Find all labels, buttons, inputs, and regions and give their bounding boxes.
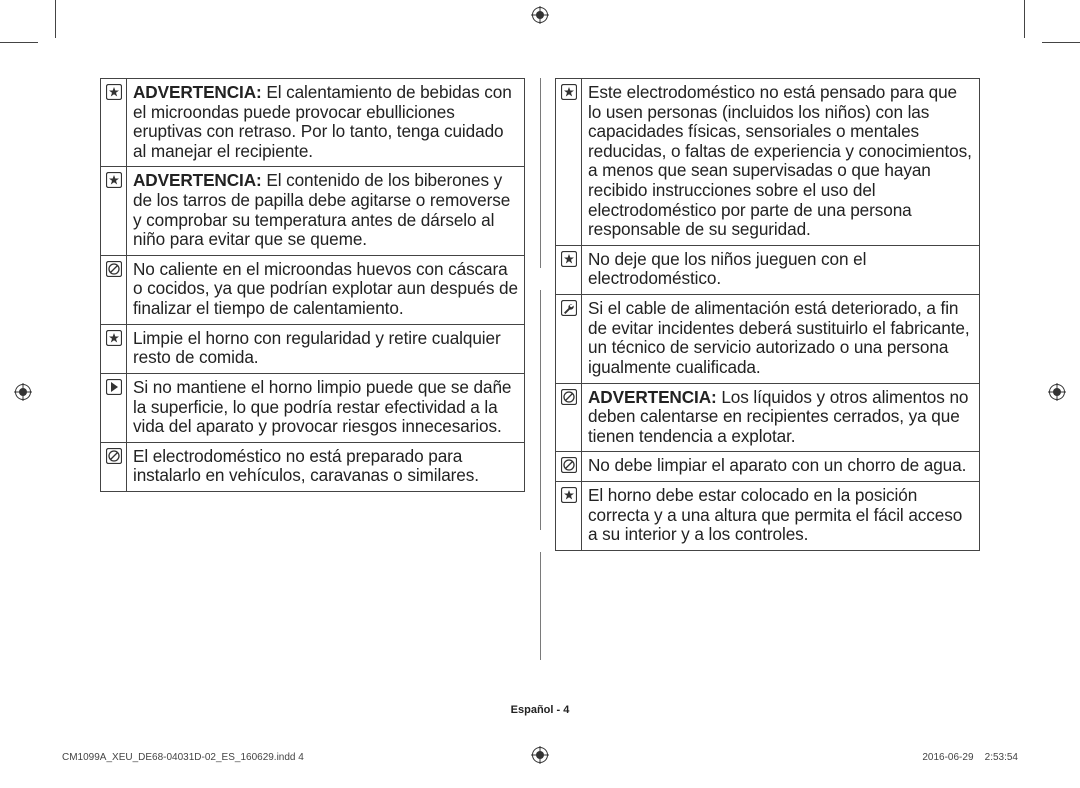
safety-text: Limpie el horno con regularidad y retire… bbox=[127, 324, 525, 373]
safety-body: Este electrodoméstico no está pensado pa… bbox=[588, 82, 972, 239]
safety-row: Limpie el horno con regularidad y retire… bbox=[101, 324, 525, 373]
safety-text: El horno debe estar colocado en la posic… bbox=[582, 481, 980, 550]
safety-row: ADVERTENCIA: El contenido de los biberon… bbox=[101, 167, 525, 255]
crop-mark bbox=[55, 0, 56, 38]
safety-row: El electrodoméstico no está preparado pa… bbox=[101, 442, 525, 491]
crop-mark bbox=[1024, 0, 1025, 38]
no-icon bbox=[556, 383, 582, 452]
no-icon bbox=[101, 442, 127, 491]
left-column: ADVERTENCIA: El calentamiento de bebidas… bbox=[100, 78, 525, 551]
safety-text: Si el cable de alimentación está deterio… bbox=[582, 295, 980, 383]
safety-table-right: Este electrodoméstico no está pensado pa… bbox=[555, 78, 980, 551]
footer-file-left: CM1099A_XEU_DE68-04031D-02_ES_160629.ind… bbox=[62, 752, 304, 763]
no-icon bbox=[101, 255, 127, 324]
column-separator bbox=[540, 552, 541, 660]
star-icon bbox=[101, 79, 127, 167]
safety-text: Este electrodoméstico no está pensado pa… bbox=[582, 79, 980, 246]
star-icon bbox=[556, 481, 582, 550]
star-icon bbox=[556, 245, 582, 294]
safety-row: No debe limpiar el aparato con un chorro… bbox=[556, 452, 980, 482]
safety-row: Si el cable de alimentación está deterio… bbox=[556, 295, 980, 383]
footer-file-right: 2016-06-29 2:53:54 bbox=[922, 752, 1018, 763]
safety-text: ADVERTENCIA: Los líquidos y otros alimen… bbox=[582, 383, 980, 452]
star-icon bbox=[556, 79, 582, 246]
safety-text: No debe limpiar el aparato con un chorro… bbox=[582, 452, 980, 482]
star-icon bbox=[101, 324, 127, 373]
safety-body: No caliente en el microondas huevos con … bbox=[133, 259, 518, 318]
crop-mark bbox=[1042, 42, 1080, 43]
safety-text: ADVERTENCIA: El calentamiento de bebidas… bbox=[127, 79, 525, 167]
safety-row: El horno debe estar colocado en la posic… bbox=[556, 481, 980, 550]
safety-text: Si no mantiene el horno limpio puede que… bbox=[127, 373, 525, 442]
safety-text: El electrodoméstico no está preparado pa… bbox=[127, 442, 525, 491]
safety-body: No deje que los niños jueguen con el ele… bbox=[588, 249, 866, 289]
footer-language: Español - 4 bbox=[58, 704, 1022, 716]
safety-body: El electrodoméstico no está preparado pa… bbox=[133, 446, 479, 486]
no-icon bbox=[556, 452, 582, 482]
safety-body: Limpie el horno con regularidad y retire… bbox=[133, 328, 501, 368]
safety-text: ADVERTENCIA: El contenido de los biberon… bbox=[127, 167, 525, 255]
safety-row: No caliente en el microondas huevos con … bbox=[101, 255, 525, 324]
safety-row: ADVERTENCIA: Los líquidos y otros alimen… bbox=[556, 383, 980, 452]
safety-body: Si el cable de alimentación está deterio… bbox=[588, 298, 970, 377]
right-column: Este electrodoméstico no está pensado pa… bbox=[555, 78, 980, 551]
page: ADVERTENCIA: El calentamiento de bebidas… bbox=[58, 0, 1022, 788]
safety-row: No deje que los niños jueguen con el ele… bbox=[556, 245, 980, 294]
safety-text: No deje que los niños jueguen con el ele… bbox=[582, 245, 980, 294]
warning-label: ADVERTENCIA: bbox=[588, 387, 717, 407]
warning-label: ADVERTENCIA: bbox=[133, 170, 262, 190]
arrow-icon bbox=[101, 373, 127, 442]
safety-row: Si no mantiene el horno limpio puede que… bbox=[101, 373, 525, 442]
registration-mark-icon bbox=[14, 383, 32, 401]
safety-body: No debe limpiar el aparato con un chorro… bbox=[588, 455, 966, 475]
registration-mark-icon bbox=[1048, 383, 1066, 401]
content-columns: ADVERTENCIA: El calentamiento de bebidas… bbox=[100, 78, 980, 551]
warning-label: ADVERTENCIA: bbox=[133, 82, 262, 102]
safety-body: Si no mantiene el horno limpio puede que… bbox=[133, 377, 511, 436]
star-icon bbox=[101, 167, 127, 255]
safety-body: El horno debe estar colocado en la posic… bbox=[588, 485, 962, 544]
safety-table-left: ADVERTENCIA: El calentamiento de bebidas… bbox=[100, 78, 525, 492]
safety-row: Este electrodoméstico no está pensado pa… bbox=[556, 79, 980, 246]
safety-row: ADVERTENCIA: El calentamiento de bebidas… bbox=[101, 79, 525, 167]
wrench-icon bbox=[556, 295, 582, 383]
crop-mark bbox=[0, 42, 38, 43]
safety-text: No caliente en el microondas huevos con … bbox=[127, 255, 525, 324]
